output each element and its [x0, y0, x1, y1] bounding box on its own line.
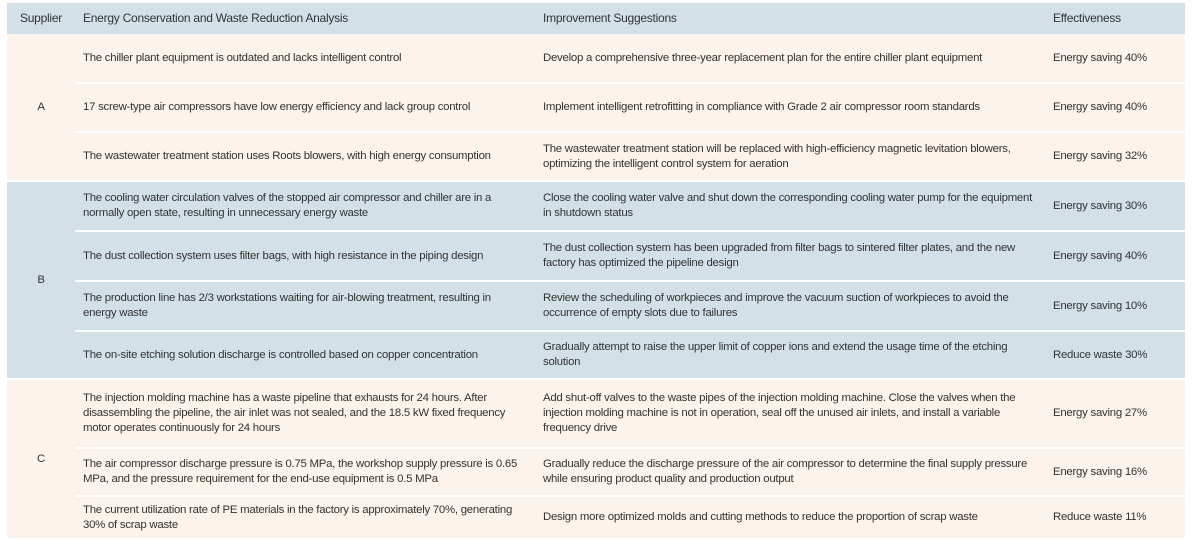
table-row: A The chiller plant equipment is outdated… [7, 34, 1185, 181]
analysis-cell: The air compressor discharge pressure is… [75, 447, 535, 496]
table-row: The wastewater treatment station uses Ro… [7, 131, 1185, 181]
analysis-cell: The production line has 2/3 workstations… [75, 280, 535, 331]
effectiveness-cell: Energy saving 32% [1045, 131, 1185, 181]
header-supplier: Supplier [7, 3, 75, 34]
effectiveness-cell: Energy saving 40% [1045, 230, 1185, 281]
supplier-group-b: B The cooling water circulation valves of… [7, 181, 1185, 379]
table-row: C The injection molding machine has a was… [7, 379, 1185, 538]
suggestion-cell: Close the cooling water valve and shut d… [535, 181, 1045, 231]
header-analysis: Energy Conservation and Waste Reduction … [75, 3, 535, 34]
effectiveness-cell: Reduce waste 11% [1045, 495, 1185, 538]
table-row: B The cooling water circulation valves of… [7, 181, 1185, 379]
analysis-cell: The dust collection system uses filter b… [75, 230, 535, 281]
supplier-group-c: C The injection molding machine has a was… [7, 379, 1185, 538]
analysis-cell: The current utilization rate of PE mater… [75, 495, 535, 538]
analysis-cell: The chiller plant equipment is outdated … [75, 34, 535, 83]
analysis-cell: The injection molding machine has a wast… [75, 379, 535, 448]
table-row: The current utilization rate of PE mater… [7, 495, 1185, 538]
suggestion-cell: Design more optimized molds and cutting … [535, 495, 1045, 538]
table-row: The dust collection system uses filter b… [7, 230, 1185, 281]
suggestion-cell: Gradually reduce the discharge pressure … [535, 447, 1045, 496]
table-row: 17 screw-type air compressors have low e… [7, 82, 1185, 132]
suggestion-cell: The dust collection system has been upgr… [535, 230, 1045, 281]
effectiveness-cell: Energy saving 10% [1045, 280, 1185, 331]
analysis-cell: The cooling water circulation valves of … [75, 181, 535, 231]
suggestion-cell: Develop a comprehensive three-year repla… [535, 34, 1045, 83]
analysis-cell: The wastewater treatment station uses Ro… [75, 131, 535, 181]
supplier-cell: C [7, 379, 75, 538]
supplier-cell: A [7, 34, 75, 181]
table-row: The on-site etching solution discharge i… [7, 330, 1185, 379]
supplier-cell: B [7, 181, 75, 379]
effectiveness-cell: Energy saving 16% [1045, 447, 1185, 496]
analysis-cell: The on-site etching solution discharge i… [75, 330, 535, 379]
suggestion-cell: Add shut-off valves to the waste pipes o… [535, 379, 1045, 448]
effectiveness-cell: Energy saving 40% [1045, 34, 1185, 83]
energy-analysis-table: Supplier Energy Conservation and Waste R… [7, 3, 1185, 538]
supplier-group-a: A The chiller plant equipment is outdated… [7, 34, 1185, 181]
effectiveness-cell: Energy saving 40% [1045, 82, 1185, 132]
suggestion-cell: The wastewater treatment station will be… [535, 131, 1045, 181]
header-suggestions: Improvement Suggestions [535, 3, 1045, 34]
effectiveness-cell: Energy saving 30% [1045, 181, 1185, 231]
table-row: The air compressor discharge pressure is… [7, 447, 1185, 496]
suggestion-cell: Implement intelligent retrofitting in co… [535, 82, 1045, 132]
suggestion-cell: Review the scheduling of workpieces and … [535, 280, 1045, 331]
table-header: Supplier Energy Conservation and Waste R… [7, 3, 1185, 34]
header-row: Supplier Energy Conservation and Waste R… [7, 3, 1185, 34]
suggestion-cell: Gradually attempt to raise the upper lim… [535, 330, 1045, 379]
effectiveness-cell: Reduce waste 30% [1045, 330, 1185, 379]
header-effectiveness: Effectiveness [1045, 3, 1185, 34]
table-row: The production line has 2/3 workstations… [7, 280, 1185, 331]
effectiveness-cell: Energy saving 27% [1045, 379, 1185, 448]
analysis-cell: 17 screw-type air compressors have low e… [75, 82, 535, 132]
